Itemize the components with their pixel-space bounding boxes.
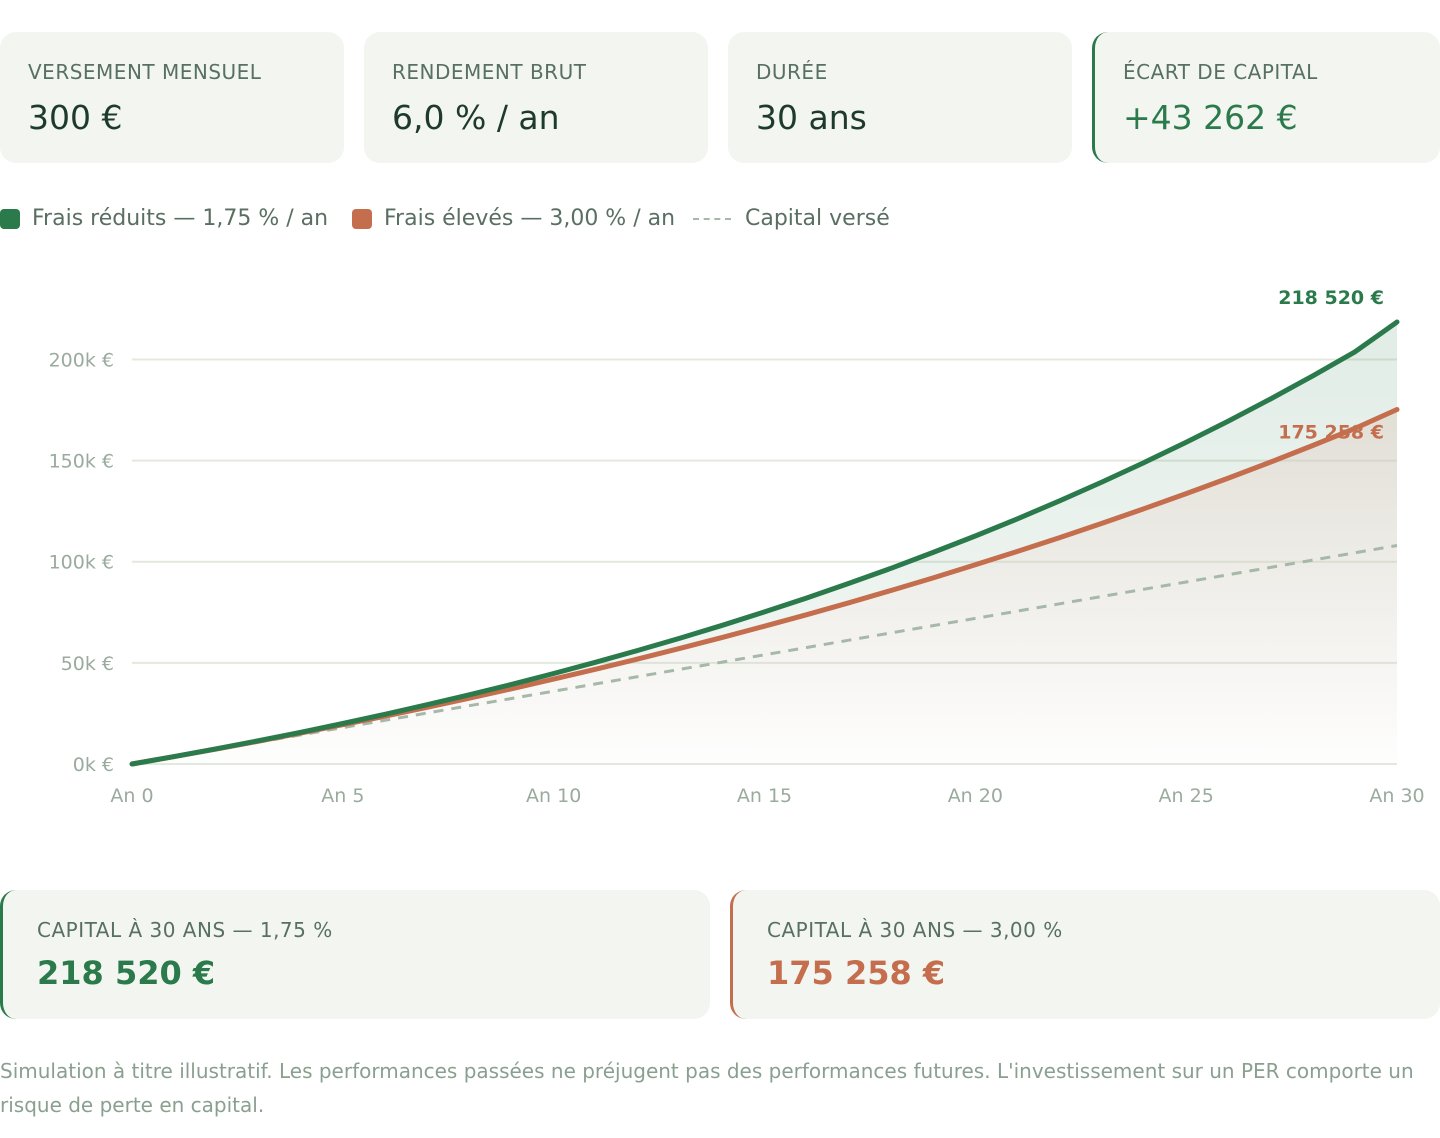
kpi-capital-gap: ÉCART DE CAPITAL +43 262 € <box>1092 32 1440 163</box>
kpi-duration: DURÉE 30 ans <box>728 32 1072 163</box>
legend-dash <box>693 217 731 220</box>
x-tick-label: An 0 <box>110 785 153 807</box>
y-tick-label: 50k € <box>61 653 114 675</box>
legend-label: Frais réduits — 1,75 % / an <box>32 206 329 231</box>
kpi-monthly-payment: VERSEMENT MENSUEL 300 € <box>0 32 344 163</box>
kpi-label: RENDEMENT BRUT <box>392 60 587 84</box>
legend-label: Frais élevés — 3,00 % / an <box>384 206 676 231</box>
kpi-label: VERSEMENT MENSUEL <box>28 60 262 84</box>
kpi-value: 300 € <box>28 98 123 137</box>
legend-item-high-fees: Frais élevés — 3,00 % / an <box>352 206 675 231</box>
y-tick-label: 0k € <box>73 754 114 776</box>
legend-item-capital: Capital versé <box>693 206 890 231</box>
end-label-low-fees: 218 520 € <box>1278 287 1384 309</box>
x-tick-label: An 10 <box>526 785 581 807</box>
legend-item-low-fees: Frais réduits — 1,75 % / an <box>0 206 328 231</box>
series-line-low-fees <box>129 319 1400 767</box>
y-tick-label: 150k € <box>49 451 114 473</box>
kpi-value: 6,0 % / an <box>392 98 560 137</box>
legend-label: Capital versé <box>745 206 890 231</box>
result-label: CAPITAL À 30 ANS — 3,00 % <box>767 918 1063 942</box>
kpi-value: 30 ans <box>756 98 867 137</box>
legend-swatch-green <box>0 208 20 229</box>
kpi-gross-return: RENDEMENT BRUT 6,0 % / an <box>364 32 708 163</box>
disclaimer: Simulation à titre illustratif. Les perf… <box>0 1059 1414 1117</box>
result-value: 175 258 € <box>767 954 946 992</box>
kpi-label: ÉCART DE CAPITAL <box>1123 60 1318 84</box>
series-line-capital <box>131 544 1398 766</box>
x-tick-label: An 30 <box>1369 785 1424 807</box>
result-label: CAPITAL À 30 ANS — 1,75 % <box>37 918 333 942</box>
kpi-label: DURÉE <box>756 60 828 84</box>
x-tick-label: An 20 <box>948 785 1003 807</box>
y-tick-label: 200k € <box>49 349 114 371</box>
kpi-value: +43 262 € <box>1123 98 1298 137</box>
result-high-fees: CAPITAL À 30 ANS — 3,00 % 175 258 € <box>730 890 1440 1019</box>
capital-growth-chart: 0k € 50k € 100k € 150k € 200k € An 0 An 5 An 1… <box>49 287 1425 807</box>
result-low-fees: CAPITAL À 30 ANS — 1,75 % 218 520 € <box>0 890 710 1019</box>
x-tick-label: An 25 <box>1159 785 1214 807</box>
y-tick-label: 100k € <box>49 552 114 574</box>
x-tick-label: An 5 <box>321 785 364 807</box>
end-label-high-fees: 175 258 € <box>1278 422 1384 444</box>
high-fees-area <box>132 409 1397 764</box>
x-tick-label: An 15 <box>737 785 792 807</box>
result-value: 218 520 € <box>37 954 216 992</box>
legend-swatch-orange <box>352 208 372 229</box>
